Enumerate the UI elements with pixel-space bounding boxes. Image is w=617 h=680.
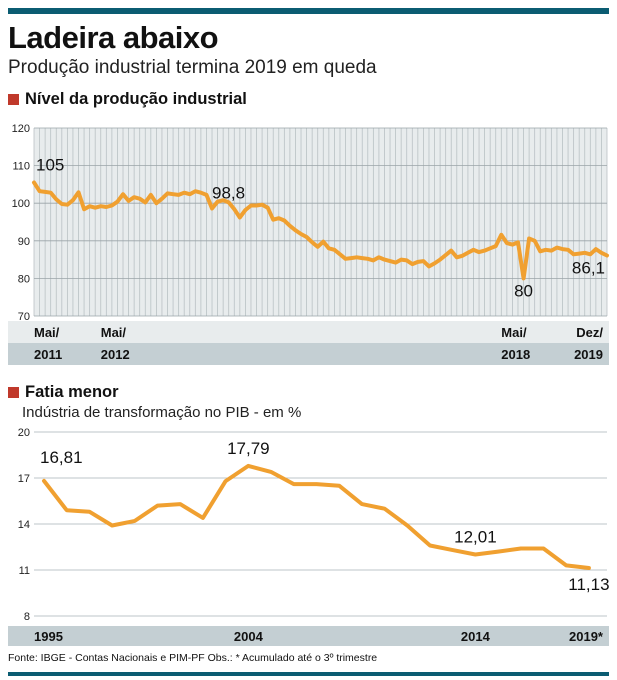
y-tick-label: 14 [18,519,30,531]
chart2-heading: Fatia menor [8,383,119,402]
page-subtitle: Produção industrial termina 2019 em qued… [8,57,377,78]
chart2-title: Fatia menor [25,383,119,401]
year-band [8,626,609,646]
x-tick-label: 1995 [34,629,63,644]
year-band [8,343,609,365]
production-series-line [32,180,609,281]
x-tick-label: 2004 [234,629,264,644]
footer-source: Fonte: IBGE - Contas Nacionais e PIM-PF … [8,652,378,664]
period-year-label: 2011 [34,347,62,362]
y-tick-label: 100 [12,198,30,210]
y-tick-label: 20 [18,427,30,439]
data-label: 11,13 [568,575,609,594]
period-year-label: 2018 [501,347,530,362]
period-year-label: 2019 [574,347,603,362]
data-label: 105 [36,156,64,175]
period-year-label: 2012 [101,347,130,362]
month-band [8,321,609,343]
section-marker-icon [8,94,19,105]
x-tick-label: 2019* [569,629,604,644]
y-tick-label: 80 [18,273,30,285]
x-tick-label: 2014 [461,629,491,644]
y-tick-label: 110 [12,161,30,173]
chart2-subtitle: Indústria de transformação no PIB - em % [22,404,302,421]
y-tick-label: 17 [18,473,30,485]
share-series-line [42,463,591,570]
period-month-label: Mai/ [101,325,127,340]
period-month-label: Mai/ [501,325,527,340]
top-frame-bar [8,8,609,14]
page-title: Ladeira abaixo [8,20,219,55]
bottom-frame-bar [8,672,609,676]
y-tick-label: 120 [12,123,30,135]
data-label: 98,8 [212,183,245,202]
section-marker-icon [8,387,19,398]
y-tick-label: 90 [18,236,30,248]
period-month-label: Mai/ [34,325,60,340]
y-tick-label: 8 [24,611,30,623]
y-tick-label: 11 [19,565,30,577]
data-label: 86,1 [572,258,605,277]
period-month-label: Dez/ [576,325,603,340]
data-label: 12,01 [454,528,497,547]
chart1-title: Nível da produção industrial [25,90,247,108]
data-label: 17,79 [227,439,270,458]
chart1-heading: Nível da produção industrial [8,90,247,109]
data-label: 16,81 [40,448,83,467]
y-tick-label: 70 [18,311,30,323]
data-label: 80 [514,281,533,300]
plot-background [34,128,607,316]
production-chart: 70 80 90 100 110 120 Mai/2011 Mai/2012 Mai/2018 D… [8,123,609,365]
